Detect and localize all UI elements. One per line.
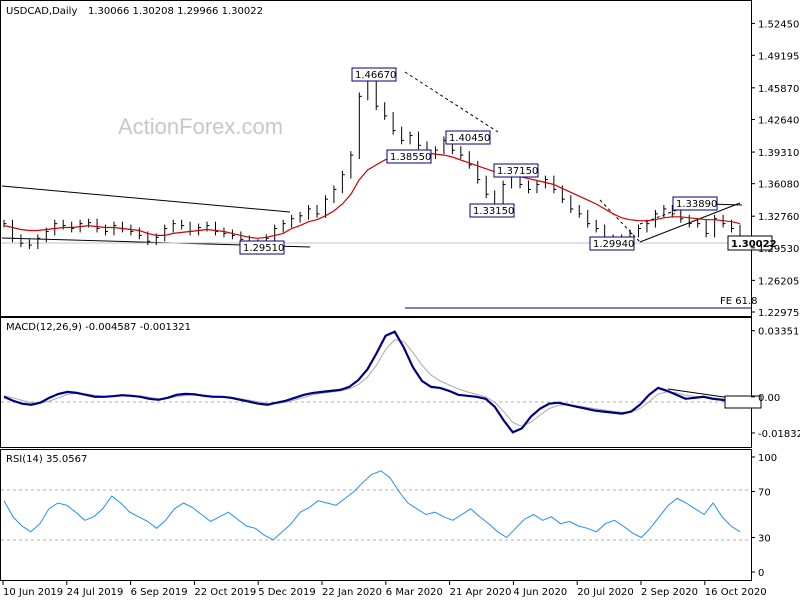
current-price-badge [727, 235, 773, 251]
price-panel-frame [0, 0, 752, 317]
svg-text:1.33890: 1.33890 [676, 199, 717, 210]
x-axis-label: 16 Oct 2020 [705, 587, 767, 598]
y-axis-label: 70 [758, 488, 771, 499]
annotation-137150: 1.37150 [493, 163, 539, 178]
rsi-y-axis: 100 70 30 0 [751, 453, 777, 579]
y-axis-label: 1.26205 [758, 276, 799, 287]
rsi-title: RSI(14) 35.0567 [6, 454, 87, 465]
trendlines [1, 71, 743, 248]
fe-618-label: FE 61.8 [720, 296, 758, 307]
trendline-upper-2019 [1, 185, 291, 213]
price-y-axis: 1.52450 1.49195 1.45870 1.42640 1.39310 1.360… [751, 19, 799, 319]
svg-text:1.37150: 1.37150 [497, 166, 538, 177]
y-axis-label: 1.45870 [758, 84, 799, 95]
annotation-129940: 1.29940 [589, 236, 635, 251]
y-axis-label: 30 [758, 534, 771, 545]
y-axis-label: 1.52450 [758, 19, 799, 30]
annotation-133150: 1.33150 [469, 203, 515, 218]
x-axis-label: 6 Sep 2019 [131, 587, 188, 598]
y-axis-label: 1.42640 [758, 115, 799, 126]
macd-panel-frame [0, 317, 752, 448]
y-axis-label: 0.033515 [758, 327, 800, 338]
x-axis-label: 5 Dec 2019 [258, 587, 316, 598]
y-axis-label: 1.39310 [758, 148, 799, 159]
rsi-line [3, 470, 741, 541]
y-axis-label: 100 [758, 453, 777, 464]
macd-y-axis: 0.033515 0.00 -0.018324 [751, 327, 800, 440]
svg-text:1.29940: 1.29940 [593, 239, 634, 250]
trendline-dashed-decline [404, 71, 499, 133]
watermark: ActionForex.com [118, 114, 283, 139]
x-axis-label: 24 Jul 2019 [67, 587, 124, 598]
price-annotations: 1.46670 1.38550 1.40450 1.37150 1.33150 … [239, 67, 718, 255]
annotation-129510: 1.29510 [239, 240, 285, 255]
macd-main-line [3, 330, 741, 434]
y-axis-label: 0 [758, 568, 764, 579]
trendline-dashed-low [599, 199, 641, 243]
ohlc-readout: 1.30066 1.30208 1.29966 1.30022 [88, 6, 263, 17]
svg-text:1.29510: 1.29510 [243, 243, 284, 254]
annotation-133890: 1.33890 [672, 196, 718, 211]
y-axis-label: 0.00 [758, 393, 780, 404]
x-axis-label: 10 Jun 2019 [3, 587, 63, 598]
y-axis-label: 1.32760 [758, 212, 799, 223]
x-axis-label: 2 Sep 2020 [641, 587, 698, 598]
annotation-138550: 1.38550 [386, 149, 432, 164]
svg-text:1.33150: 1.33150 [473, 206, 514, 217]
svg-text:1.46670: 1.46670 [355, 70, 396, 81]
annotation-140450: 1.40450 [445, 130, 491, 145]
trendline-rising-wedge [639, 202, 741, 243]
price-bars [3, 76, 743, 252]
rsi-panel-frame [0, 449, 752, 581]
svg-text:1.38550: 1.38550 [390, 152, 431, 163]
moving-average-line [3, 151, 741, 239]
x-axis-label: 22 Oct 2019 [194, 587, 256, 598]
x-axis-label: 20 Jul 2020 [577, 587, 634, 598]
y-axis-label: 1.49195 [758, 51, 799, 62]
y-axis-label: 1.36080 [758, 180, 799, 191]
svg-text:1.40450: 1.40450 [449, 133, 490, 144]
x-axis-label: 22 Jan 2020 [322, 587, 382, 598]
current-price-value: 1.30022 [731, 239, 777, 250]
annotation-146670: 1.46670 [351, 67, 397, 82]
y-axis-label: 1.22975 [758, 308, 799, 319]
y-axis-label: -0.018324 [758, 429, 800, 440]
macd-current-badge [724, 395, 762, 409]
macd-signal-line [3, 339, 741, 427]
x-axis-label: 21 Apr 2020 [450, 587, 512, 598]
symbol-timeframe: USDCAD,Daily [6, 6, 77, 17]
macd-title: MACD(12,26,9) -0.004587 -0.001321 [6, 322, 191, 333]
x-axis-label: 4 Jun 2020 [513, 587, 567, 598]
y-axis-label: 1.29530 [758, 244, 799, 255]
time-axis: 10 Jun 2019 24 Jul 2019 6 Sep 2019 22 Oct 2… [2, 581, 767, 598]
x-axis-label: 6 Mar 2020 [386, 587, 443, 598]
